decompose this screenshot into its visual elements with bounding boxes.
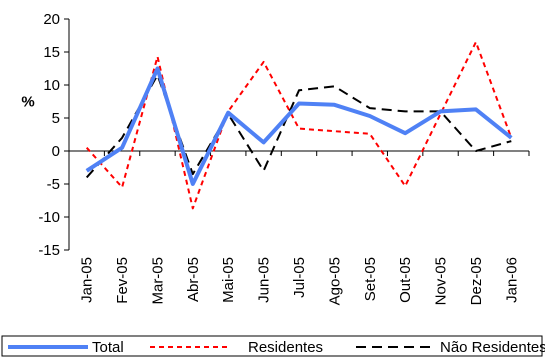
y-tick-label: 20: [43, 11, 60, 28]
series-line-total: [85, 66, 513, 186]
legend-label-residentes: Residentes: [248, 339, 323, 356]
x-tick-label: Nov-05: [433, 257, 450, 305]
x-tick-label: Jun-05: [256, 257, 273, 303]
x-tick-label: Abr-05: [185, 257, 202, 302]
y-tick-label: 0: [52, 143, 60, 160]
x-tick-label: Mar-05: [149, 257, 166, 305]
legend: Total Residentes Não Residentes: [1, 335, 545, 357]
y-tick-label: 10: [43, 77, 60, 94]
y-tick-label: -10: [38, 209, 60, 226]
x-tick-label: Jul-05: [291, 257, 308, 298]
x-tick-label: Jan-06: [503, 257, 520, 303]
x-tick-label: Out-05: [397, 257, 414, 303]
y-axis-label: %: [21, 94, 34, 111]
x-tick-label: Set-05: [362, 257, 379, 301]
legend-box: [1, 335, 543, 357]
series-line-n-o-residentes: [85, 74, 512, 179]
x-tick-label: Ago-05: [326, 257, 343, 305]
legend-label-total: Total: [92, 339, 124, 356]
y-tick-label: 5: [52, 110, 60, 127]
axes: -15 -10 -5 0 5 10 15 20 Jan-05 Fev-05 Mar-05 Abr-05…: [21, 11, 530, 305]
x-tick-label: Jan-05: [79, 257, 96, 303]
series-line-residentes: [85, 41, 513, 210]
y-tick-label: 15: [43, 44, 60, 61]
y-tick-label: -15: [38, 242, 60, 259]
x-tick-label: Mai-05: [220, 257, 237, 303]
series-layer: [85, 41, 513, 210]
y-tick-label: -5: [47, 176, 60, 193]
x-tick-label: Fev-05: [114, 257, 131, 304]
legend-label-n-o-residentes: Não Residentes: [440, 339, 545, 356]
x-tick-label: Dez-05: [468, 257, 485, 305]
